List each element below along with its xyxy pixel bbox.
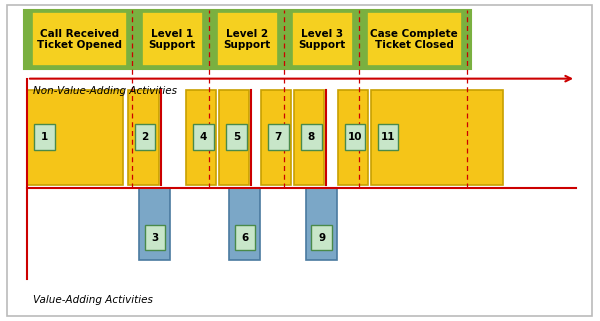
FancyBboxPatch shape: [294, 90, 324, 185]
FancyBboxPatch shape: [186, 90, 216, 185]
Text: Value-Adding Activities: Value-Adding Activities: [33, 295, 153, 305]
FancyBboxPatch shape: [145, 225, 165, 250]
FancyBboxPatch shape: [371, 90, 503, 185]
FancyBboxPatch shape: [306, 188, 337, 260]
FancyBboxPatch shape: [367, 12, 462, 66]
FancyBboxPatch shape: [311, 225, 332, 250]
Text: Case Complete
Ticket Closed: Case Complete Ticket Closed: [370, 29, 458, 50]
FancyBboxPatch shape: [261, 90, 291, 185]
FancyBboxPatch shape: [268, 125, 289, 150]
Text: 6: 6: [241, 232, 248, 243]
Text: 3: 3: [151, 232, 158, 243]
FancyBboxPatch shape: [7, 5, 592, 316]
FancyBboxPatch shape: [135, 125, 155, 150]
Text: 8: 8: [308, 132, 315, 142]
FancyBboxPatch shape: [378, 125, 398, 150]
Text: 1: 1: [41, 132, 48, 142]
FancyBboxPatch shape: [217, 12, 278, 66]
Text: 7: 7: [275, 132, 282, 142]
Text: 2: 2: [142, 132, 149, 142]
FancyBboxPatch shape: [229, 188, 260, 260]
FancyBboxPatch shape: [139, 188, 170, 260]
FancyBboxPatch shape: [226, 125, 247, 150]
FancyBboxPatch shape: [292, 12, 353, 66]
Text: Level 1
Support: Level 1 Support: [149, 29, 196, 50]
Text: Non-Value-Adding Activities: Non-Value-Adding Activities: [33, 86, 177, 97]
Text: Call Received
Ticket Opened: Call Received Ticket Opened: [37, 29, 122, 50]
FancyBboxPatch shape: [193, 125, 214, 150]
FancyBboxPatch shape: [338, 90, 368, 185]
Text: 4: 4: [200, 132, 207, 142]
FancyBboxPatch shape: [345, 125, 365, 150]
FancyBboxPatch shape: [235, 225, 255, 250]
Text: 10: 10: [348, 132, 362, 142]
Text: Level 3
Support: Level 3 Support: [299, 29, 346, 50]
FancyBboxPatch shape: [32, 12, 127, 66]
FancyBboxPatch shape: [128, 90, 159, 185]
Text: 5: 5: [233, 132, 240, 142]
FancyBboxPatch shape: [301, 125, 322, 150]
FancyBboxPatch shape: [27, 90, 123, 185]
Text: 9: 9: [318, 232, 325, 243]
FancyBboxPatch shape: [142, 12, 203, 66]
Text: Level 2
Support: Level 2 Support: [224, 29, 271, 50]
FancyBboxPatch shape: [34, 125, 55, 150]
Text: 11: 11: [381, 132, 395, 142]
FancyBboxPatch shape: [219, 90, 249, 185]
FancyBboxPatch shape: [24, 10, 471, 69]
